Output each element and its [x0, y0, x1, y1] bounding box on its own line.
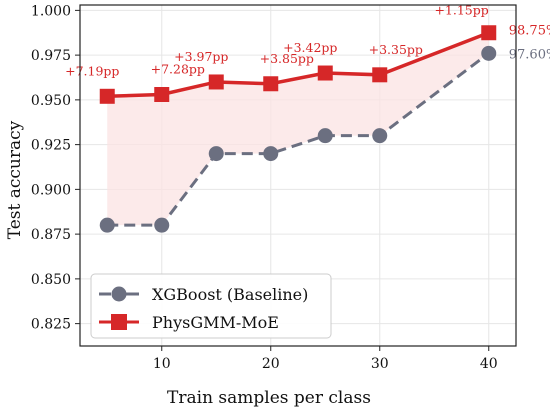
legend-physgmm-label: PhysGMM-MoE [152, 313, 279, 332]
baseline-point [481, 45, 497, 61]
x-tick-label: 20 [262, 356, 280, 372]
y-axis-title: Test accuracy [5, 120, 25, 239]
physgmm-point [481, 25, 497, 41]
legend-physgmm-marker [111, 314, 127, 330]
legend-box [90, 273, 332, 339]
x-tick-label: 30 [371, 356, 389, 372]
baseline-point [263, 146, 279, 162]
improvement-label: +3.85pp [260, 51, 314, 66]
legend: XGBoost (Baseline) PhysGMM-MoE [90, 273, 332, 339]
baseline-point [99, 217, 115, 233]
axes: 0.825 0.850 0.875 0.900 0.925 0.950 0.975 1.000… [31, 3, 517, 372]
y-tick-label: 0.850 [31, 272, 71, 288]
baseline-end-label: 97.60% [509, 47, 550, 62]
y-tick-label: 0.825 [31, 317, 71, 333]
plot-frame [79, 4, 517, 347]
physgmm-point [154, 87, 170, 103]
improvement-fill [107, 32, 489, 226]
physgmm-point [99, 88, 115, 104]
improvement-label: +7.28pp [151, 62, 205, 77]
y-tick-label: 0.975 [31, 48, 71, 64]
improvement-label: +1.15pp [434, 3, 488, 18]
y-tick-label: 0.875 [31, 227, 71, 243]
x-tick-label: 40 [480, 356, 498, 372]
x-tick-label: 10 [153, 356, 171, 372]
annotation-group: +7.19pp +7.28pp+3.97pp +3.85pp+3.42pp +3.35… [65, 3, 550, 79]
x-axis-title: Train samples per class [167, 388, 371, 408]
physgmm-point [208, 74, 224, 90]
improvement-label: +3.35pp [369, 42, 423, 57]
y-tick-label: 0.950 [31, 93, 71, 109]
y-tick-label: 1.000 [31, 3, 71, 19]
improvement-label: +3.42pp [283, 40, 337, 55]
baseline-point [154, 217, 170, 233]
legend-baseline-marker [111, 286, 127, 302]
physgmm-point [317, 65, 333, 81]
legend-baseline-label: XGBoost (Baseline) [152, 285, 308, 304]
physgmm-point [372, 67, 388, 83]
y-tick-label: 0.900 [31, 182, 71, 198]
improvement-label: +3.97pp [174, 49, 228, 64]
baseline-point [208, 146, 224, 162]
series-group [99, 25, 497, 233]
y-tick-label: 0.925 [31, 138, 71, 154]
baseline-point [372, 128, 388, 144]
improvement-label: +7.19pp [65, 63, 119, 78]
physgmm-end-label: 98.75% [509, 24, 550, 39]
improvement-shading [107, 32, 489, 226]
physgmm-point [263, 76, 279, 92]
baseline-point [317, 128, 333, 144]
